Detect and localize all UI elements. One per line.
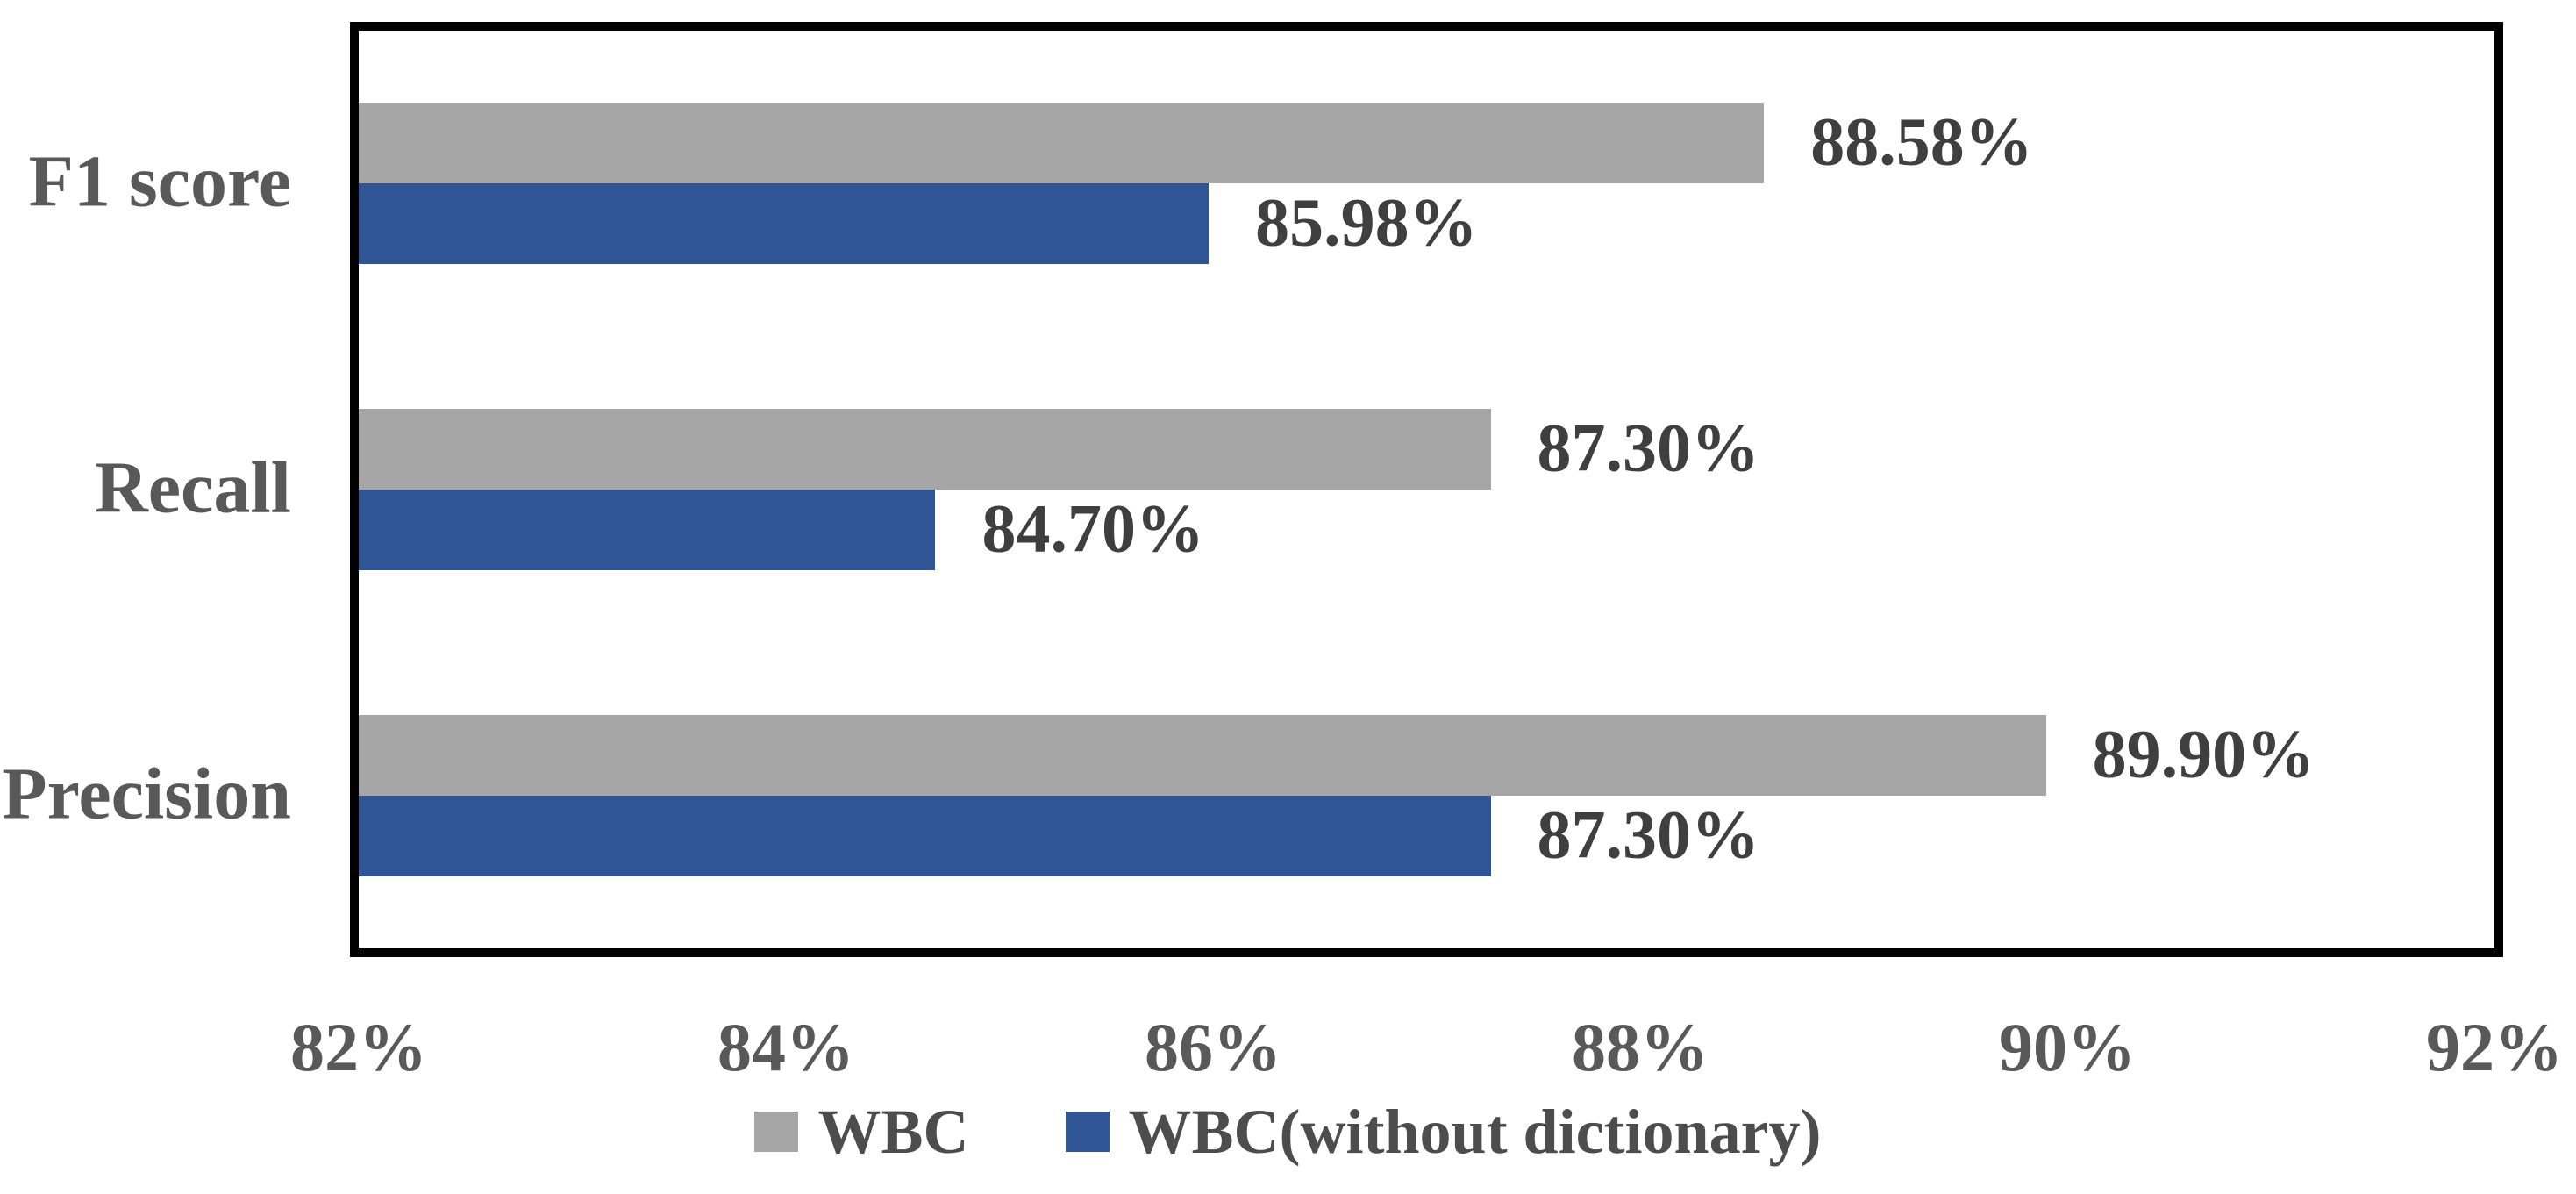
legend-swatch-wbc-without-dictionary-icon [1065, 1112, 1110, 1152]
value-label-recall-wbc-without-dictionary: 84.70% [981, 490, 1204, 567]
x-tick-86: 86% [1145, 1009, 1281, 1085]
plot-area: 88.58% 85.98% 87.30% 84.70% 89.90% 87.30% [350, 22, 2503, 957]
x-tick-84: 84% [717, 1009, 854, 1085]
legend-item-wbc: WBC [754, 1097, 969, 1167]
bar-wbc-without-dictionary--recall [359, 490, 936, 570]
legend-swatch-wbc-icon [754, 1112, 799, 1152]
bar-wbc-f1-score [359, 103, 1765, 184]
bar-wbc-without-dictionary--precision [359, 795, 1491, 876]
legend-item-wbc-without-dictionary: WBC(without dictionary) [1065, 1097, 1822, 1167]
x-tick-92: 92% [2426, 1009, 2563, 1085]
value-label-f1-score-wbc: 88.58% [1810, 103, 2033, 180]
category-label-f1-score: F1 score [28, 140, 291, 223]
value-label-precision-wbc: 89.90% [2092, 715, 2316, 792]
category-label-recall: Recall [95, 447, 291, 529]
x-tick-82: 82% [290, 1009, 427, 1085]
x-tick-88: 88% [1572, 1009, 1709, 1085]
x-tick-90: 90% [1999, 1009, 2136, 1085]
value-label-recall-wbc: 87.30% [1537, 409, 1760, 486]
value-label-precision-wbc-without-dictionary: 87.30% [1537, 796, 1760, 873]
bar-wbc-without-dictionary--f1-score [359, 183, 1210, 265]
value-label-f1-score-wbc-without-dictionary: 85.98% [1255, 183, 1478, 261]
legend-label-wbc-without-dictionary: WBC(without dictionary) [1128, 1097, 1822, 1167]
bar-wbc-recall [359, 409, 1491, 490]
legend: WBC WBC(without dictionary) [0, 1088, 2576, 1176]
category-label-precision: Precision [2, 753, 291, 835]
legend-label-wbc: WBC [817, 1097, 969, 1167]
bar-wbc-precision [359, 714, 2046, 796]
